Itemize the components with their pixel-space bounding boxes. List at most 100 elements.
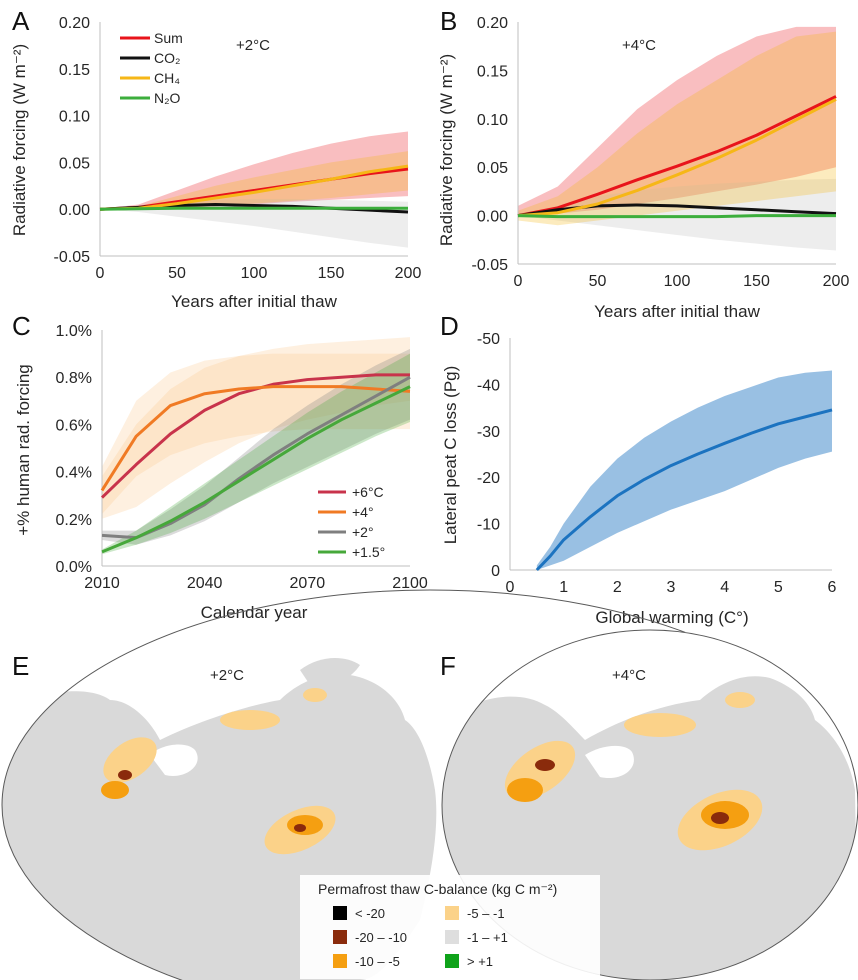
y-tick-label: -0.05 (472, 257, 509, 274)
y-tick-label: 0.10 (477, 112, 508, 129)
thaw-hotspot (101, 737, 157, 799)
x-tick-label: 150 (743, 273, 770, 290)
y-axis-label: +% human rad. forcing (14, 364, 33, 536)
uncertainty-band (100, 151, 408, 210)
y-tick-label: -20 (477, 470, 500, 487)
x-tick-label: 5 (774, 579, 783, 596)
y-axis-label: Lateral peat C loss (Pg) (441, 366, 460, 545)
y-tick-label: 0.00 (477, 209, 508, 226)
legend-label: +2° (352, 524, 374, 540)
uncertainty-band (102, 353, 410, 515)
panel-label-a: A (12, 6, 30, 36)
map-legend-swatch (333, 954, 347, 968)
scenario-label-f: +4°C (612, 667, 646, 684)
x-axis-label: Global warming (C°) (595, 608, 748, 627)
legend-label: N₂O (154, 90, 181, 106)
y-tick-label: 0.6% (56, 417, 92, 434)
series-line (517, 98, 837, 218)
y-tick-label: -10 (477, 517, 500, 534)
y-tick-label: 0.4% (56, 465, 92, 482)
x-tick-label: 6 (828, 579, 837, 596)
series-line (99, 206, 408, 211)
y-tick-label: 1.0% (56, 323, 92, 340)
x-tick-label: 2040 (187, 575, 223, 592)
x-tick-label: 100 (664, 273, 691, 290)
scenario-annotation: +4°C (622, 37, 656, 54)
y-tick-label: 0 (491, 563, 500, 580)
map-legend-label: -1 – +1 (467, 930, 508, 945)
x-tick-label: 50 (168, 265, 186, 282)
panel-b: B 0 50 100 150 200-0.050.000.050.100.150.20 … (437, 6, 849, 321)
panel-c: C 2010 2040 2070 2100 0.0% 0.2% 0.4% 0.6% 0.8% 1.… (12, 311, 428, 622)
y-tick-label: 0.00 (59, 202, 90, 219)
y-tick-label: 0.15 (59, 62, 90, 79)
y-tick-label: -30 (477, 424, 500, 441)
series-line (101, 385, 411, 554)
legend: Sum CO₂ CH₄ N₂O (120, 30, 183, 106)
map-legend-swatch (333, 906, 347, 920)
map-legend: Permafrost thaw C-balance (kg C m⁻²) < -… (300, 875, 600, 979)
y-tick-label: -0.05 (54, 249, 91, 266)
legend-label: Sum (154, 30, 183, 46)
y-tick-label: -40 (477, 377, 500, 394)
thaw-hotspot (220, 710, 280, 730)
y-tick-label: 0.15 (477, 63, 508, 80)
series-line (535, 408, 833, 572)
land-mass (300, 658, 360, 687)
y-tick-label: 0.8% (56, 370, 92, 387)
x-tick-label: 0 (514, 273, 523, 290)
map-legend-swatch (445, 906, 459, 920)
x-tick-label: 50 (589, 273, 607, 290)
legend-label: +1.5° (352, 544, 385, 560)
map-legend-label: -10 – -5 (355, 954, 400, 969)
uncertainty-band (100, 198, 408, 248)
x-tick-label: 150 (318, 265, 345, 282)
uncertainty-band (518, 178, 836, 251)
uncertainty-band (518, 31, 836, 226)
panel-label-c: C (12, 311, 31, 341)
map-legend-swatch (445, 930, 459, 944)
y-tick-label: 0.20 (477, 15, 508, 32)
x-tick-label: 200 (823, 273, 850, 290)
panel-label-d: D (440, 311, 459, 341)
legend: +6°C +4° +2° +1.5° (318, 484, 385, 560)
uncertainty-band (100, 131, 408, 210)
panel-label-f: F (440, 651, 456, 681)
y-tick-label: 0.05 (477, 160, 508, 177)
y-tick-label: 0.20 (59, 15, 90, 32)
x-tick-label: 0 (506, 579, 515, 596)
panel-d: D 0 1 2 3 4 5 6 0 -10 -20 -30 -40 -50 Global warming… (440, 311, 837, 627)
series-line (517, 214, 836, 219)
uncertainty-band (102, 353, 410, 555)
scenario-label-e: +2°C (210, 667, 244, 684)
legend-label: CO₂ (154, 50, 180, 66)
map-legend-title: Permafrost thaw C-balance (kg C m⁻²) (318, 881, 557, 897)
uncertainty-band (518, 26, 836, 216)
panel-label-b: B (440, 6, 457, 36)
legend-label: +4° (352, 504, 374, 520)
map-legend-label: < -20 (355, 906, 385, 921)
y-axis-label: Radiative forcing (W m⁻²) (437, 54, 456, 246)
series-line (99, 164, 409, 211)
series-line (100, 385, 411, 492)
map-legend-swatch (445, 954, 459, 968)
x-tick-label: 2100 (392, 575, 428, 592)
thaw-hotspot (725, 692, 755, 708)
x-tick-label: 200 (395, 265, 422, 282)
x-tick-label: 2 (613, 579, 622, 596)
x-tick-label: 1 (559, 579, 568, 596)
y-tick-label: 0.2% (56, 512, 92, 529)
x-tick-label: 4 (720, 579, 729, 596)
map-legend-label: -5 – -1 (467, 906, 505, 921)
x-tick-label: 2010 (84, 575, 120, 592)
scenario-annotation: +2°C (236, 37, 270, 54)
map-legend-swatch (333, 930, 347, 944)
water-body (150, 744, 198, 776)
thaw-hotspot (504, 740, 576, 802)
legend-label: +6°C (352, 484, 384, 500)
y-tick-label: -50 (477, 331, 500, 348)
thaw-hotspot (677, 789, 763, 851)
thaw-hotspot (303, 688, 327, 702)
uncertainty-band (536, 370, 832, 570)
